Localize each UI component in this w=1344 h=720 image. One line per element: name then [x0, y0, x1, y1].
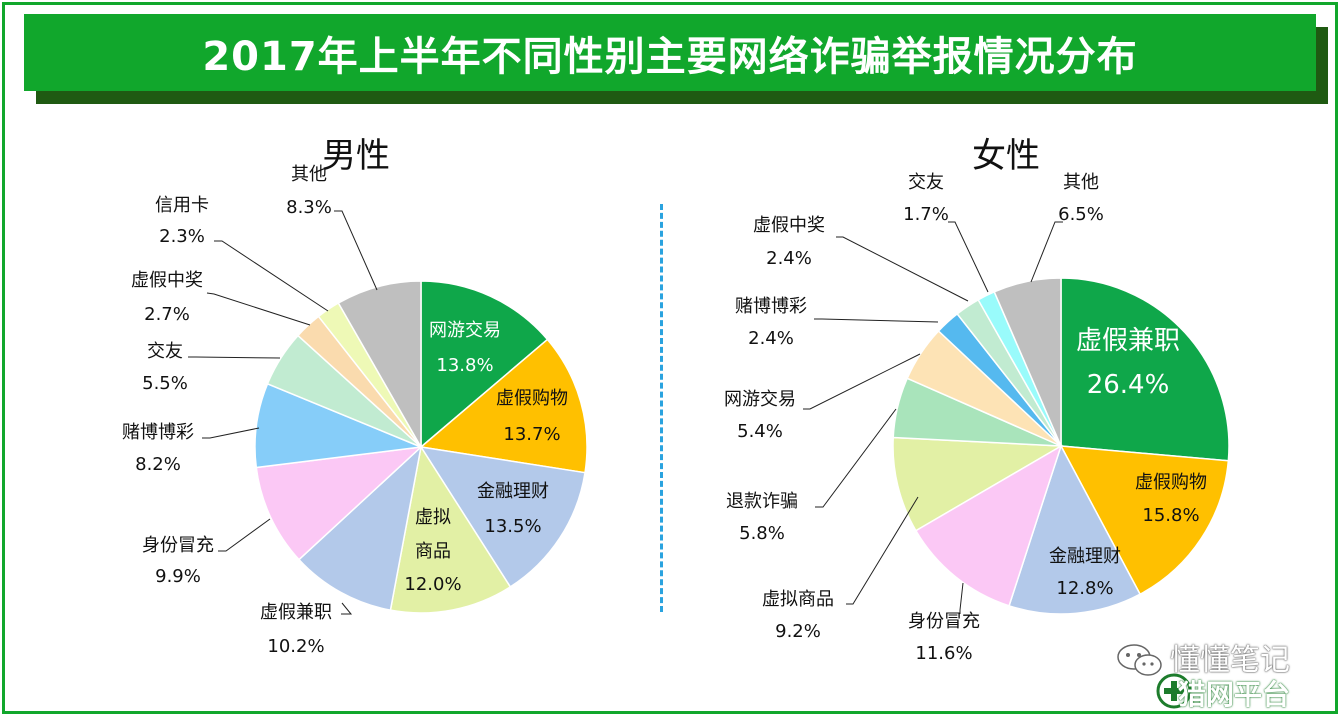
title-banner: 2017年上半年不同性别主要网络诈骗举报情况分布: [24, 14, 1316, 91]
slice-label-female-9: 交友: [908, 172, 944, 193]
pie-slice-female-4: [892, 436, 1064, 532]
slice-value-male-9: 2.3%: [159, 226, 205, 247]
leader-line-male-8: [206, 292, 311, 326]
pie-slice-female-3: [914, 444, 1063, 607]
pie-slice-male-10: [337, 280, 422, 450]
slice-label-male-8: 虚假中奖: [131, 270, 203, 291]
slice-value-female-9: 1.7%: [903, 204, 949, 225]
slice-value-female-0: 26.4%: [1087, 370, 1170, 400]
slice-value-male-1: 13.7%: [503, 424, 560, 445]
slice-value-male-8: 2.7%: [144, 304, 190, 325]
slice-value-female-4: 9.2%: [775, 621, 821, 642]
slice-value-female-3: 11.6%: [915, 643, 972, 664]
leader-line-female-8: [836, 236, 969, 302]
slice-value-male-5: 9.9%: [155, 566, 201, 587]
slice-label-female-6: 网游交易: [724, 389, 796, 410]
pie-female: 虚假兼职 26.4% 虚假购物 15.8% 金融理财 12.8% 身份冒充 11.6% 虚拟商品…: [724, 172, 1230, 664]
male-chart-title: 男性: [322, 136, 390, 176]
slice-value-male-6: 8.2%: [135, 454, 181, 475]
slice-value-male-0: 13.8%: [436, 355, 493, 376]
pie-slice-male-4: [297, 444, 423, 612]
slice-label-male-10: 其他: [291, 164, 327, 185]
slice-label-female-7: 赌博博彩: [735, 296, 807, 317]
watermark: 懂懂笔记 猎网平台: [1108, 635, 1318, 713]
leader-line-female-3: [959, 582, 964, 614]
wechat-logo-icon: [1117, 644, 1162, 676]
pie-slice-female-1: [1059, 445, 1230, 596]
slice-label-female-4: 虚拟商品: [762, 589, 834, 610]
slice-value-male-3: 12.0%: [404, 574, 461, 595]
leader-line-female-9: [948, 221, 989, 293]
slice-label-male-3: 商品: [415, 541, 451, 562]
pie-slice-male-5: [255, 445, 424, 561]
pie-slice-male-1: [419, 338, 588, 474]
leader-line-female-6: [803, 353, 921, 410]
slice-value-female-8: 2.4%: [766, 248, 812, 269]
slice-label-female-1: 虚假购物: [1135, 472, 1207, 493]
pie-slice-female-10: [993, 277, 1062, 447]
slice-label-male-9: 信用卡: [155, 195, 209, 216]
pie-male: 网游交易 13.8%虚假购物 13.7% 金融理财 13.5% 虚拟商品 12.0% 虚假兼职…: [122, 164, 588, 657]
watermark-line2: 猎网平台: [1178, 678, 1291, 711]
slice-value-female-1: 15.8%: [1142, 505, 1199, 526]
slice-value-male-10: 8.3%: [286, 197, 332, 218]
slice-label-female-2: 金融理财: [1049, 546, 1121, 567]
slice-label-male-3: 虚拟: [415, 507, 451, 528]
leader-line-male-10: [334, 210, 378, 291]
female-chart-title: 女性: [972, 136, 1040, 176]
leader-line-female-10: [1030, 221, 1063, 283]
leader-line-male-6: [202, 427, 260, 439]
slice-value-female-5: 5.8%: [739, 523, 785, 544]
slice-label-female-5: 退款诈骗: [726, 491, 798, 512]
slice-label-male-7: 交友: [147, 341, 183, 362]
slice-label-female-3: 身份冒充: [908, 611, 980, 632]
slice-label-male-1: 虚假购物: [496, 388, 568, 409]
pie-slice-female-2: [1008, 444, 1142, 615]
slice-value-female-10: 6.5%: [1058, 204, 1104, 225]
slice-label-male-0: 网游交易: [429, 320, 501, 341]
slice-value-male-7: 5.5%: [142, 373, 188, 394]
watermark-line1: 懂懂笔记: [1170, 643, 1290, 678]
pie-slice-male-0: [420, 280, 549, 449]
center-divider: [660, 204, 663, 612]
slice-value-female-7: 2.4%: [748, 328, 794, 349]
page-title: 2017年上半年不同性别主要网络诈骗举报情况分布: [202, 33, 1138, 80]
leader-line-female-5: [815, 408, 897, 508]
lieyang-logo-icon: [1156, 673, 1192, 709]
slice-value-male-2: 13.5%: [484, 516, 541, 537]
leader-line-male-7: [188, 356, 281, 359]
leader-line-male-4: [341, 602, 353, 615]
slice-label-male-2: 金融理财: [477, 481, 549, 502]
slice-label-male-4: 虚假兼职: [260, 602, 332, 623]
pie-slice-female-0: [1060, 277, 1230, 462]
slice-value-female-2: 12.8%: [1056, 578, 1113, 599]
slice-label-female-0: 虚假兼职: [1076, 326, 1180, 356]
slice-value-male-4: 10.2%: [267, 636, 324, 657]
leader-line-male-5: [218, 518, 271, 552]
slice-label-male-6: 赌博博彩: [122, 422, 194, 443]
slice-label-female-10: 其他: [1063, 172, 1099, 193]
pie-slice-male-3: [389, 444, 512, 614]
slice-value-female-6: 5.4%: [737, 421, 783, 442]
leader-line-male-9: [214, 240, 329, 312]
leader-line-female-7: [814, 318, 939, 323]
pie-slice-male-2: [419, 446, 586, 588]
slice-label-female-8: 虚假中奖: [753, 215, 825, 236]
slice-label-male-5: 身份冒充: [142, 535, 214, 556]
leader-line-female-4: [846, 496, 919, 605]
